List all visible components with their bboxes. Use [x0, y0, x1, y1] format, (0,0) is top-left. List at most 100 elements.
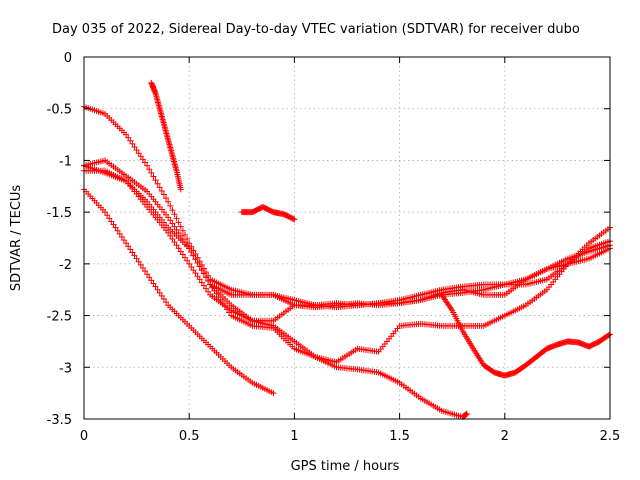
- data-point-track-a: [139, 264, 146, 271]
- data-points: [81, 79, 613, 420]
- data-point-track-e: [196, 263, 203, 270]
- data-point-track-d: [169, 207, 176, 214]
- data-point-track-a: [135, 258, 142, 265]
- data-point-track-c: [190, 267, 197, 274]
- data-point-track-a: [118, 233, 125, 240]
- data-point-track-d: [133, 147, 140, 154]
- data-point-track-c: [186, 260, 193, 267]
- data-point-track-a: [127, 246, 134, 253]
- x-tick-label: 0.5: [179, 429, 200, 444]
- data-point-track-e: [200, 270, 207, 277]
- data-point-track-d: [142, 159, 149, 166]
- y-tick-label: -3.5: [47, 413, 72, 428]
- data-point-track-c: [179, 251, 186, 258]
- x-tick-label: 0: [80, 429, 88, 444]
- data-point-track-d: [156, 184, 163, 191]
- data-point-track-d: [158, 187, 165, 194]
- data-point-track-d: [154, 180, 161, 187]
- data-point-track-d: [139, 156, 146, 163]
- data-point-track-g: [290, 215, 297, 222]
- data-point-track-e: [205, 277, 212, 284]
- data-point-track-c: [192, 270, 199, 277]
- data-point-track-a: [116, 230, 123, 237]
- data-point-track-a: [142, 268, 149, 275]
- data-point-track-d: [131, 143, 138, 150]
- x-tick-label: 1.5: [389, 429, 410, 444]
- data-point-track-a: [154, 286, 161, 293]
- data-point-track-e: [190, 252, 197, 259]
- data-point-track-c: [200, 282, 207, 289]
- data-point-track-e: [167, 217, 174, 224]
- data-point-track-a: [123, 240, 130, 247]
- data-point-track-a: [137, 261, 144, 268]
- data-point-track-d: [173, 215, 180, 222]
- data-point-track-c: [171, 239, 178, 246]
- data-point-track-e: [184, 242, 191, 249]
- data-point-track-c: [194, 273, 201, 280]
- y-tick-label: 0: [64, 51, 72, 66]
- data-point-track-d: [135, 150, 142, 157]
- data-point-track-a: [270, 390, 277, 397]
- data-point-track-e: [188, 248, 195, 255]
- data-point-track-d: [144, 162, 151, 169]
- data-point-track-a: [106, 215, 113, 222]
- axis-ticks: 0 0.5 1 1.5 2 2.5 0 -0.5 -1 -1.5 -2 -2.5 -3 -3.5: [47, 51, 621, 444]
- data-point-track-a: [144, 271, 151, 278]
- data-point-track-d: [171, 211, 178, 218]
- data-point-track-d: [125, 134, 132, 141]
- plot-frame: [83, 56, 611, 420]
- y-tick-label: -0.5: [47, 103, 72, 118]
- x-axis-label: GPS time / hours: [291, 459, 400, 474]
- data-point-track-c: [184, 257, 191, 264]
- data-point-track-a: [110, 221, 117, 228]
- data-point-track-h: [209, 284, 216, 291]
- x-tick-label: 2.5: [600, 429, 621, 444]
- data-point-track-e: [203, 274, 210, 281]
- data-point-track-c: [188, 263, 195, 270]
- data-point-track-e: [177, 232, 184, 239]
- data-point-track-c: [169, 236, 176, 243]
- y-tick-label: -3: [59, 361, 72, 376]
- data-point-track-d: [148, 169, 155, 176]
- data-point-track-a: [146, 274, 153, 281]
- data-point-track-e: [181, 239, 188, 246]
- data-point-track-a: [152, 283, 159, 290]
- data-point-track-d: [127, 137, 134, 144]
- data-point-track-c: [203, 285, 210, 292]
- data-point-track-a: [150, 280, 157, 287]
- data-point-track-a: [163, 299, 170, 306]
- data-point-track-a: [156, 289, 163, 296]
- data-point-track-h: [217, 297, 224, 304]
- data-point-track-a: [120, 237, 127, 244]
- data-point-track-a: [112, 224, 119, 231]
- data-point-track-d: [179, 227, 186, 234]
- data-point-track-h: [213, 290, 220, 297]
- data-point-track-g: [291, 216, 298, 223]
- data-point-track-a: [131, 252, 138, 259]
- x-tick-label: 2: [501, 429, 509, 444]
- data-point-track-d: [165, 198, 172, 205]
- data-point-track-d: [181, 231, 188, 238]
- data-point-track-c: [173, 242, 180, 249]
- data-point-track-c: [205, 288, 212, 295]
- data-point-track-c: [181, 254, 188, 261]
- data-point-track-a: [158, 292, 165, 299]
- data-point-track-e: [173, 226, 180, 233]
- data-point-track-d: [123, 131, 130, 138]
- data-point-track-h: [221, 303, 228, 310]
- data-point-track-h: [224, 306, 231, 313]
- y-tick-label: -2.5: [47, 310, 72, 325]
- data-point-track-c: [167, 232, 174, 239]
- data-point-track-e: [171, 223, 178, 230]
- grid: [84, 57, 610, 419]
- data-point-track-d: [163, 195, 170, 202]
- data-point-track-a: [104, 212, 111, 219]
- data-point-track-d: [167, 202, 174, 209]
- data-point-track-a: [160, 296, 167, 303]
- data-point-track-e: [165, 214, 172, 221]
- y-tick-label: -1: [59, 154, 72, 169]
- data-point-track-c: [198, 279, 205, 286]
- data-point-track-h: [226, 309, 233, 316]
- data-point-track-d: [150, 173, 157, 180]
